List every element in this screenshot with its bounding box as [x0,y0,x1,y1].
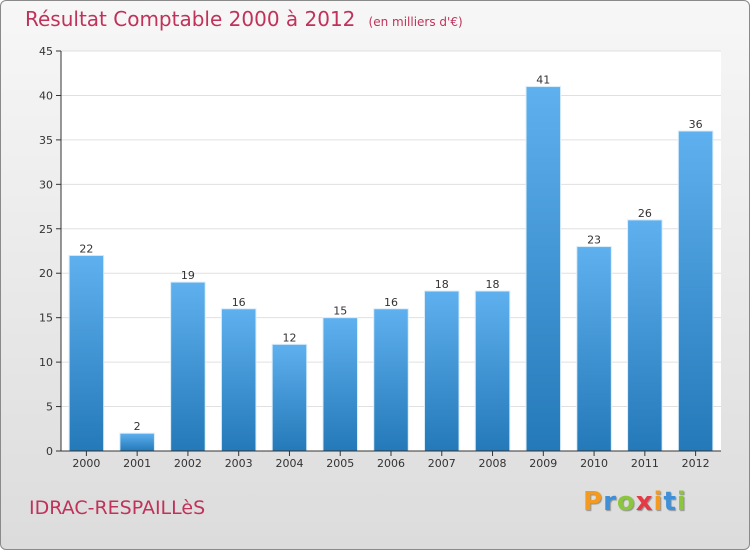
bar-2002 [170,281,206,452]
data-label-2006: 16 [384,296,398,309]
data-label-2010: 23 [587,234,601,247]
x-tick-label-2007: 2007 [428,457,456,470]
logo-letter: t [663,487,677,517]
x-tick-label-2003: 2003 [225,457,253,470]
x-tick-label-2006: 2006 [377,457,405,470]
x-tick-label-2011: 2011 [631,457,659,470]
bar-2003 [220,308,257,452]
x-tick-label-2012: 2012 [682,457,710,470]
bar-2007 [424,290,460,452]
data-label-2007: 18 [435,278,449,291]
x-tick-label-2005: 2005 [326,457,354,470]
x-tick-label-2004: 2004 [275,457,303,470]
data-label-2012: 36 [689,118,703,131]
y-tick-label: 20 [39,267,53,280]
data-label-2003: 16 [232,296,246,309]
data-label-2009: 41 [536,74,550,87]
x-tick-label-2008: 2008 [479,457,507,470]
logo-letter: P [583,487,604,517]
y-tick-label: 45 [39,45,53,58]
commune-name: IDRAC-RESPAILLèS [29,497,206,519]
data-label-2008: 18 [486,278,500,291]
y-tick-label: 15 [39,312,53,325]
bar-2009 [525,86,562,452]
bar-2010 [576,246,612,452]
bar-2005 [322,317,358,452]
bar-2008 [474,290,511,452]
bar-2011 [627,219,663,452]
data-label-2011: 26 [638,207,652,220]
y-tick-label: 35 [39,134,53,147]
logo-letter: i [653,487,664,517]
data-label-2004: 12 [282,331,296,344]
logo-letter: i [676,487,687,517]
y-tick-label: 0 [46,445,53,458]
bar-2004 [271,343,308,452]
y-tick-label: 5 [46,401,53,414]
y-tick-label: 10 [39,356,53,369]
logo-letter: o [616,487,636,517]
data-label-2001: 2 [134,420,141,433]
data-label-2002: 19 [181,269,195,282]
y-tick-label: 30 [39,178,53,191]
bar-2012 [677,130,714,452]
proxiti-logo[interactable]: Proxiti [583,487,687,517]
x-tick-label-2009: 2009 [529,457,557,470]
x-tick-label-2001: 2001 [123,457,151,470]
x-tick-label-2002: 2002 [174,457,202,470]
chart-title: Résultat Comptable 2000 à 2012 [25,7,356,31]
x-tick-label-2010: 2010 [580,457,608,470]
title-row: Résultat Comptable 2000 à 2012 (en milli… [25,7,463,31]
bar-2006 [373,308,409,452]
logo-letter: x [635,487,654,517]
bar-2001 [119,432,155,452]
y-tick-label: 40 [39,89,53,102]
logo-letter: r [603,487,617,517]
data-label-2005: 15 [333,305,347,318]
chart-subtitle: (en milliers d'€) [368,15,463,29]
data-label-2000: 22 [79,242,93,255]
x-tick-label-2000: 2000 [72,457,100,470]
y-tick-label: 25 [39,223,53,236]
bar-2000 [68,254,105,452]
